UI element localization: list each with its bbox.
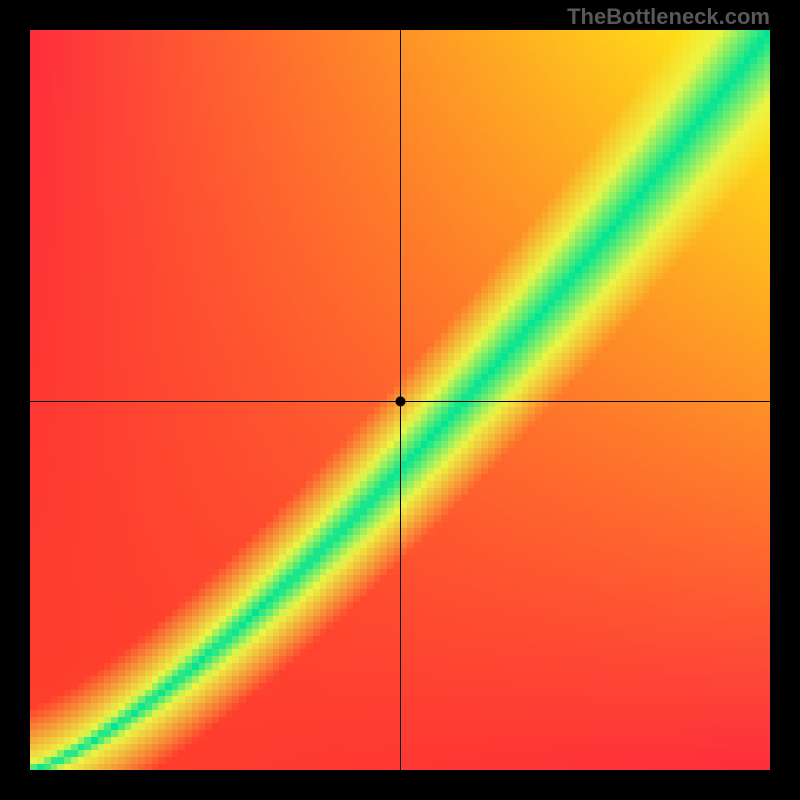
bottleneck-heatmap bbox=[30, 30, 770, 770]
watermark-text: TheBottleneck.com bbox=[567, 4, 770, 30]
chart-container: TheBottleneck.com bbox=[0, 0, 800, 800]
